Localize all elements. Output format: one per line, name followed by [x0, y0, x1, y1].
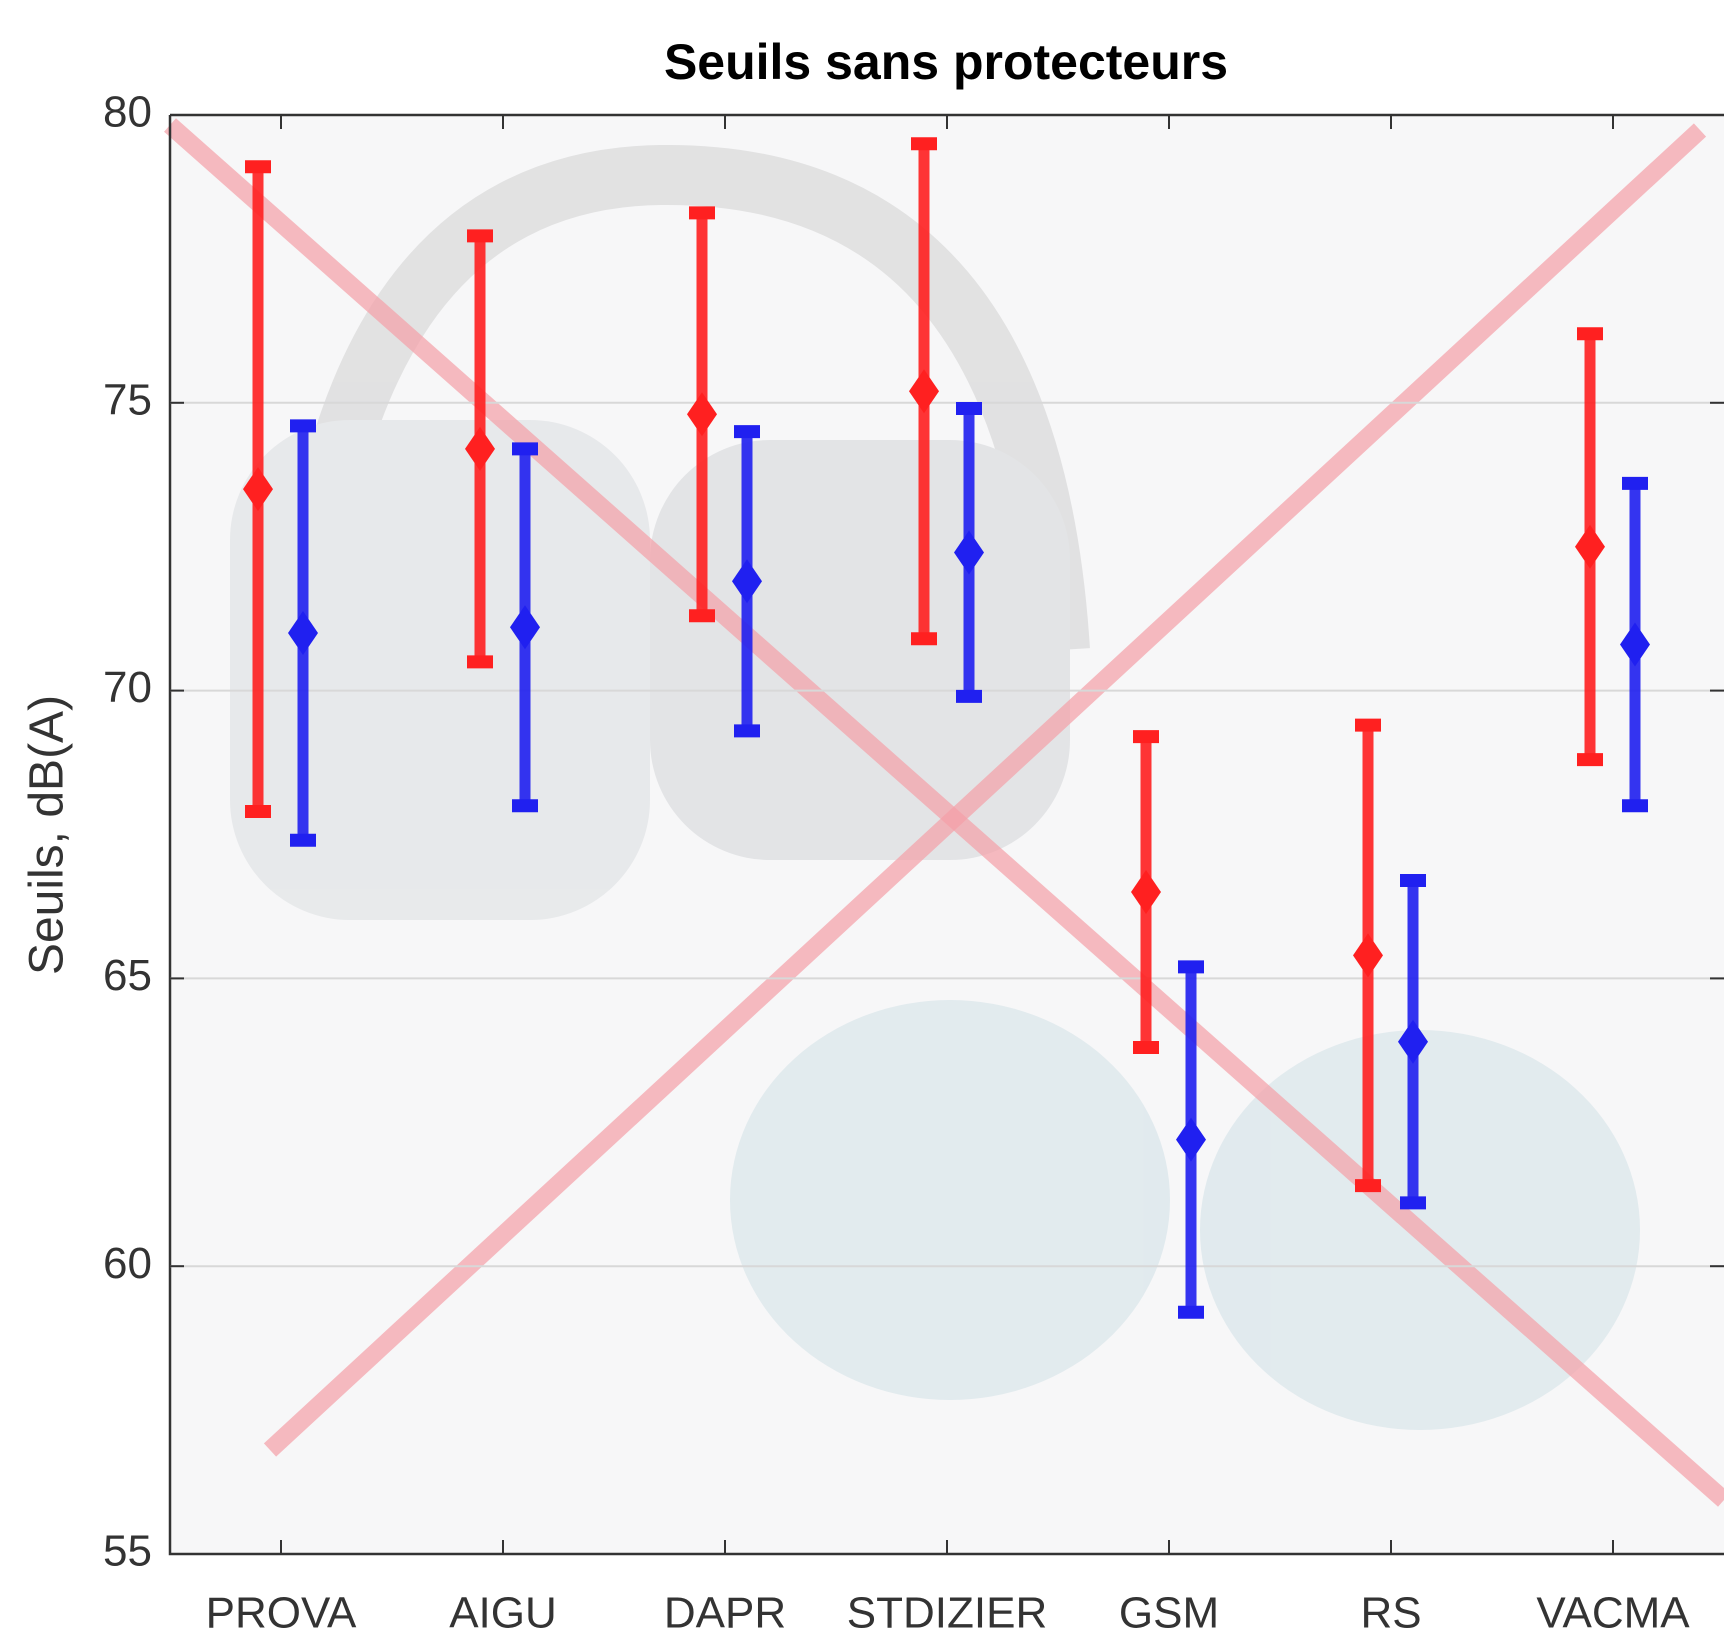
- mean-marker: [1131, 870, 1161, 915]
- mean-marker: [288, 611, 318, 656]
- x-tick-label: PROVA: [206, 1589, 357, 1638]
- mean-marker: [465, 426, 495, 471]
- mean-marker: [687, 392, 717, 437]
- cross-line: [263, 123, 1707, 1457]
- mean-marker: [909, 369, 939, 414]
- chart-title: Seuils sans protecteurs: [664, 34, 1228, 90]
- y-tick-label: 75: [103, 375, 152, 424]
- mean-marker: [1176, 1117, 1206, 1162]
- x-tick-label: GSM: [1119, 1589, 1219, 1638]
- mean-marker: [1398, 1019, 1428, 1064]
- mean-marker: [510, 605, 540, 650]
- mean-marker: [732, 559, 762, 604]
- x-tick-label: VACMA: [1536, 1589, 1690, 1638]
- y-axis-label: Seuils, dB(A): [21, 695, 74, 975]
- x-tick-label: RS: [1360, 1589, 1421, 1638]
- watermark-earplug: [730, 1000, 1170, 1400]
- y-tick-label: 60: [103, 1239, 152, 1288]
- y-tick-label: 55: [103, 1527, 152, 1576]
- mean-marker: [243, 467, 273, 512]
- mean-marker: [1353, 933, 1383, 978]
- watermark-cup: [230, 420, 650, 920]
- mean-marker: [954, 530, 984, 575]
- x-tick-label: AIGU: [449, 1589, 557, 1638]
- y-tick-label: 70: [103, 663, 152, 712]
- cross-line: [164, 118, 1724, 1507]
- x-tick-label: DAPR: [664, 1589, 786, 1638]
- mean-marker: [1620, 622, 1650, 667]
- watermark-headband: [270, 144, 1090, 702]
- y-tick-label: 65: [103, 951, 152, 1000]
- x-tick-label: STDIZIER: [847, 1589, 1047, 1638]
- mean-marker: [1575, 524, 1605, 569]
- watermark: [230, 144, 1640, 1430]
- y-tick-label: 80: [103, 88, 152, 137]
- watermark-cup: [650, 440, 1070, 860]
